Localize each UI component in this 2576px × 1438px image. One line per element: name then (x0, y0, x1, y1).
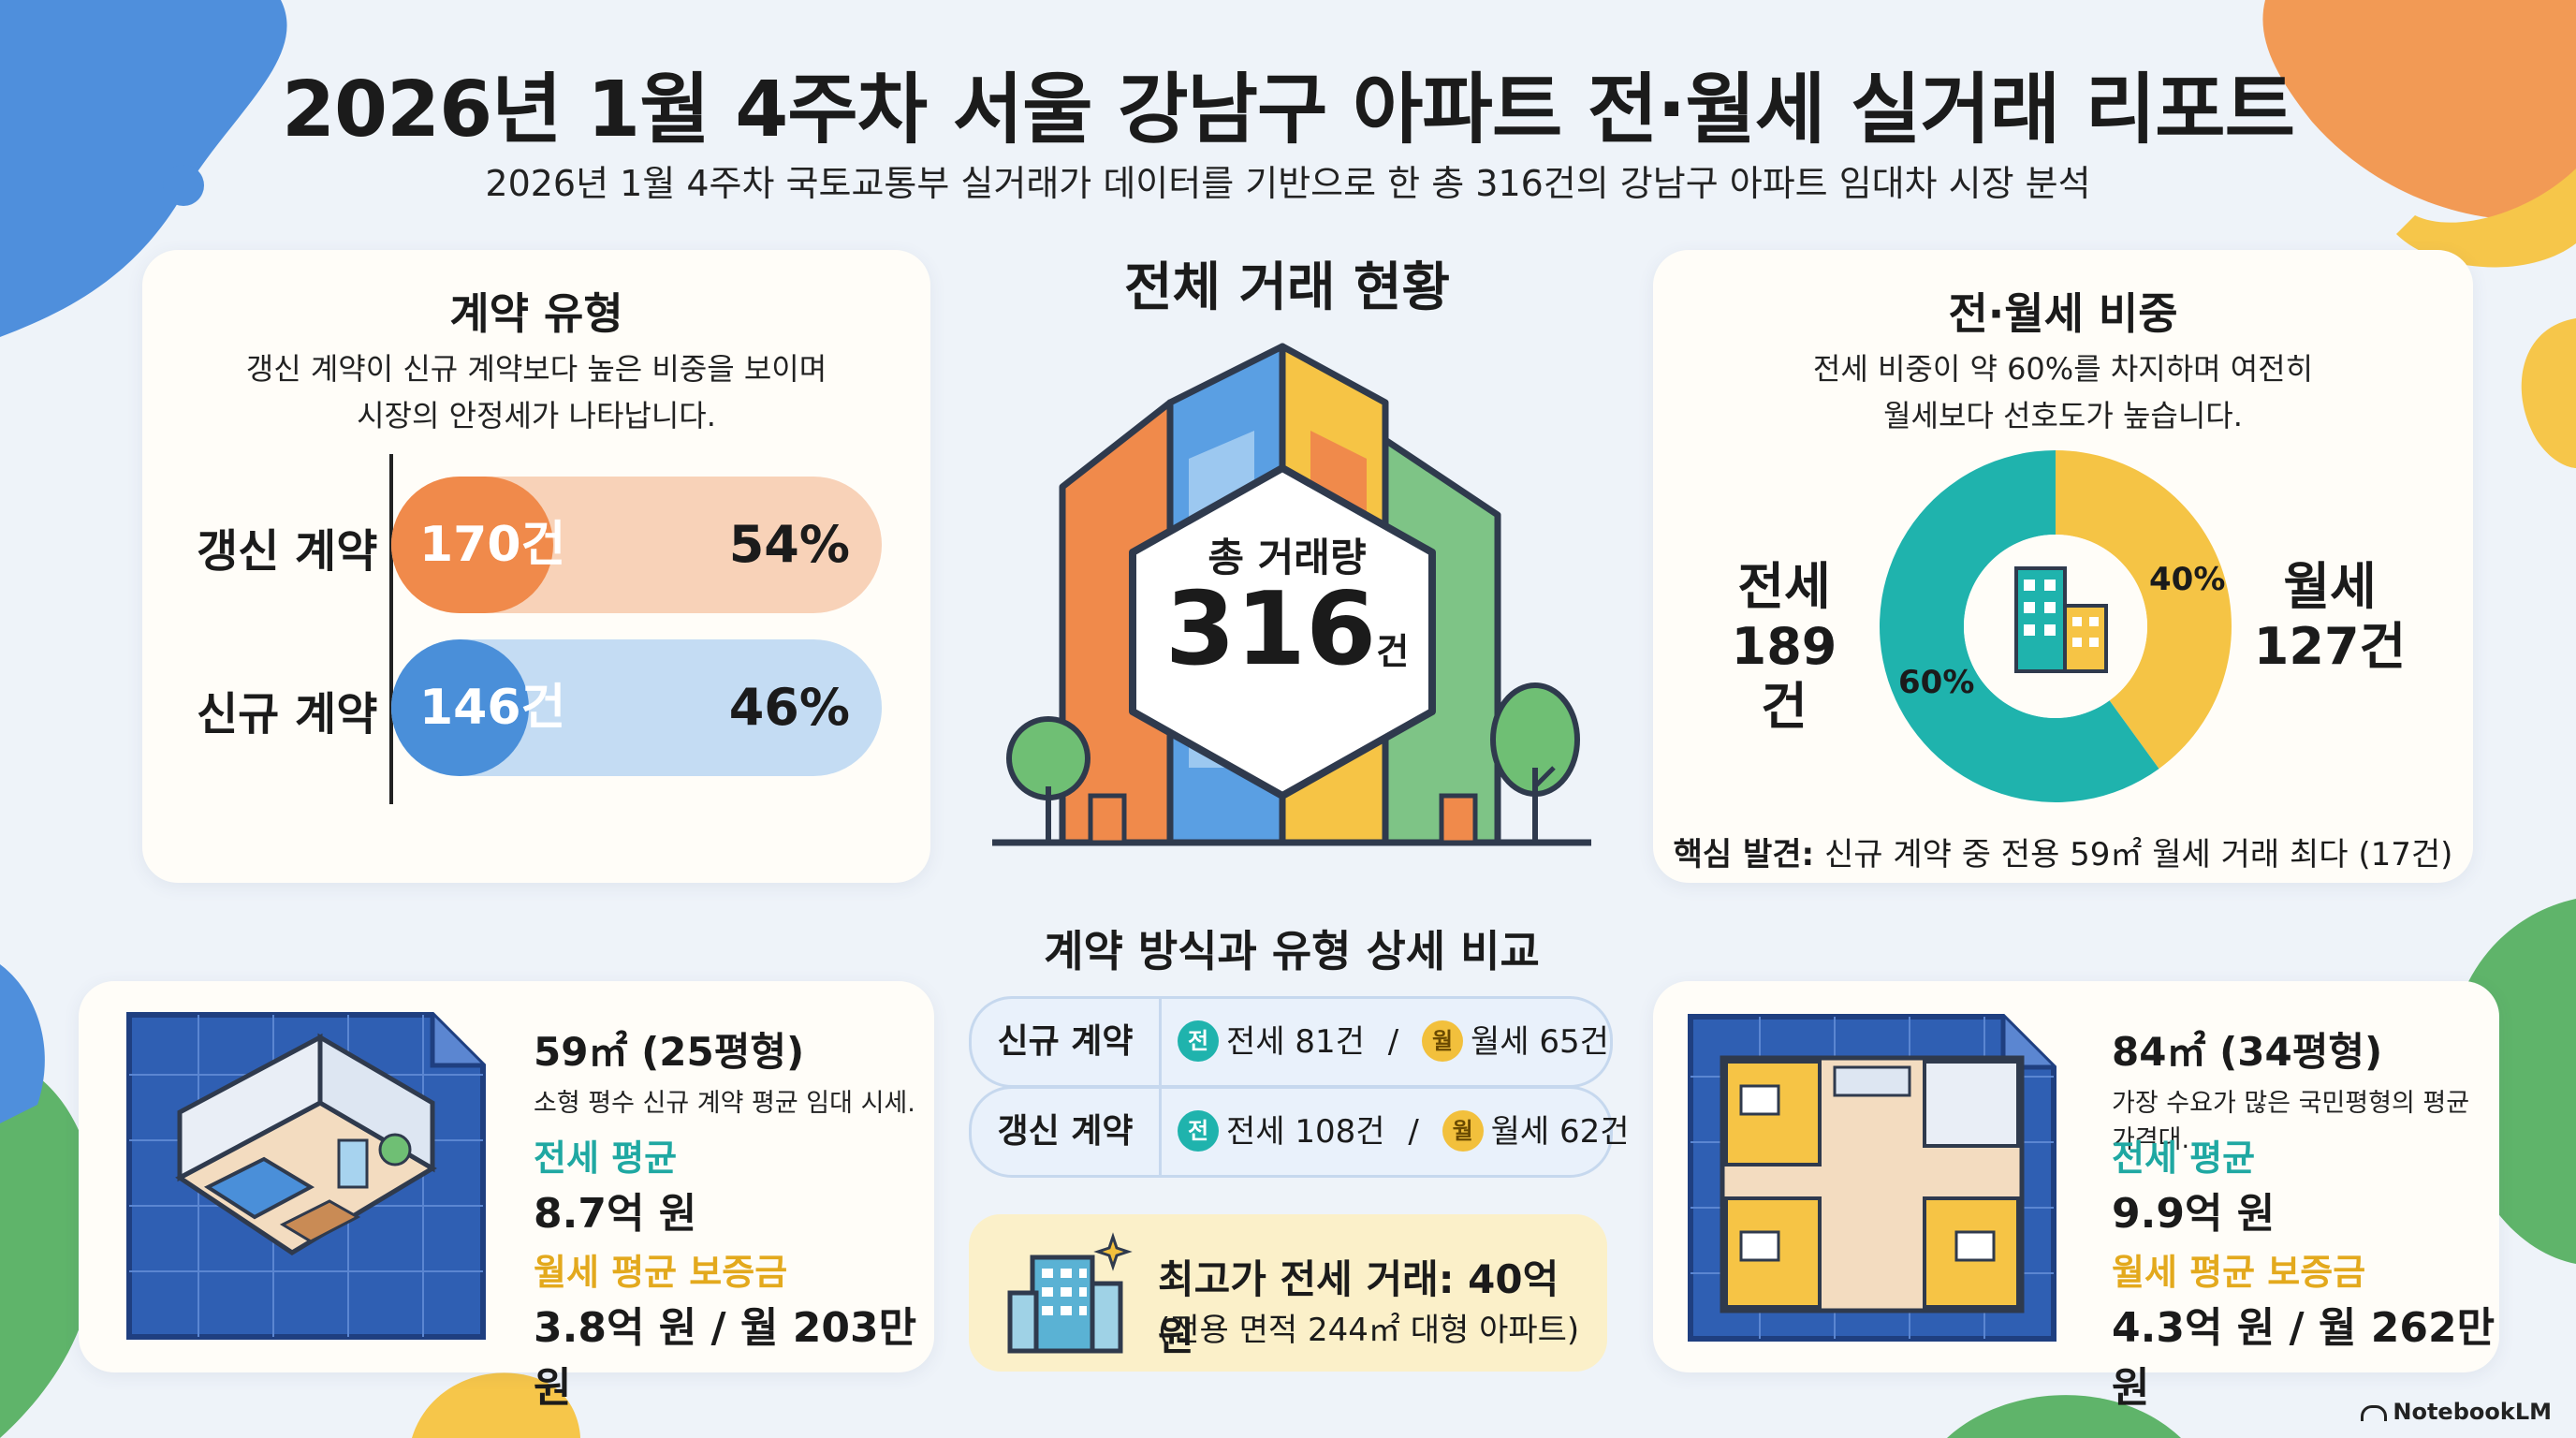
total-volume-label: 총 거래량 (1208, 535, 1367, 580)
key-finding: 핵심 발견: 신규 계약 중 전용 59㎡ 월세 거래 최다 (17건) (1653, 829, 2473, 874)
top-deal-title: 최고가 전세 거래: 40억 원 (1158, 1256, 1559, 1359)
small-unit-wolse-label: 월세 평균 보증금 (534, 1252, 788, 1293)
new-count: 146건 (419, 680, 566, 736)
large-unit-jeonse-label: 전세 평균 (2112, 1137, 2256, 1179)
blob-left-mid (0, 964, 45, 1123)
renewal-count: 170건 (419, 517, 566, 573)
wolse-count: 127건 (2253, 617, 2407, 676)
large-unit-wolse-label: 월세 평균 보증금 (2112, 1252, 2366, 1293)
wolse-badge: 월 (1422, 1020, 1464, 1062)
blob-dot-left (163, 165, 204, 206)
detail-row-new: 신규 계약 전 전세 81건 / 월 월세 65건 (969, 996, 1613, 1088)
renewal-label: 갱신 계약 (197, 525, 378, 578)
brand-text: NotebookLM (2393, 1399, 2552, 1425)
detail-row-renewal: 갱신 계약 전 전세 108건 / 월 월세 62건 (969, 1086, 1630, 1178)
new-label: 신규 계약 (197, 688, 378, 741)
floor-plan-icon (1688, 1014, 2056, 1342)
building-icon (2014, 566, 2108, 673)
detail-row-renewal-values: 전 전세 108건 / 월 월세 62건 (1178, 1089, 1630, 1175)
large-unit-desc: 가장 수요가 많은 국민평형의 평균 가격대. (2112, 1089, 2470, 1154)
room-isometric-icon (126, 1012, 486, 1340)
contract-type-title: 계약 유형 (449, 288, 623, 339)
small-unit-title: 59㎡ (25평형) (534, 1029, 805, 1075)
top-deal-box: 최고가 전세 거래: 40억 원 (전용 면적 244㎡ 대형 아파트) (969, 1214, 1607, 1372)
total-volume-number: 316 (1164, 571, 1377, 688)
building-icon (1007, 1232, 1133, 1354)
key-finding-text: 신규 계약 중 전용 59㎡ 월세 거래 최다 (17건) (1823, 836, 2453, 873)
jeonse-slice (1879, 450, 2159, 802)
blob-bottom-right2 (1947, 1395, 2181, 1438)
tree-icon-right (1490, 682, 1580, 843)
notebooklm-brand: NotebookLM (2361, 1399, 2552, 1425)
contract-type-card: 계약 유형 갱신 계약이 신규 계약보다 높은 비중을 보이며 시장의 안정세가… (142, 250, 930, 883)
renewal-bar-fill (391, 477, 553, 613)
ratio-title: 전·월세 비중 (1948, 288, 2178, 339)
detail-separator: / (1408, 1113, 1419, 1151)
large-unit-title: 84㎡ (34평형) (2112, 1029, 2383, 1075)
large-unit-card: 84㎡ (34평형) 가장 수요가 많은 국민평형의 평균 가격대. 전세 평균… (1653, 981, 2499, 1412)
new-bar-track: 146건 46% (391, 639, 882, 776)
detail-new-jeonse: 전세 81건 (1226, 1023, 1365, 1061)
wolse-pct: 40% (2149, 561, 2226, 598)
small-unit-desc: 소형 평수 신규 계약 평균 임대 시세. (534, 1089, 915, 1118)
blob-right-mid (2521, 318, 2576, 468)
small-unit-card: 59㎡ (25평형) 소형 평수 신규 계약 평균 임대 시세. 전세 평균 8… (79, 981, 934, 1412)
new-bar-fill (391, 639, 529, 776)
large-unit-jeonse-value: 9.9억 원 (2112, 1190, 2276, 1238)
sparkle-icon (1093, 1232, 1133, 1271)
notebooklm-logo-icon (2361, 1404, 2388, 1421)
large-unit-wolse-value: 4.3억 원 / 월 262만 원 (2112, 1304, 2496, 1412)
detail-renewal-jeonse: 전세 108건 (1226, 1113, 1385, 1151)
total-volume-value: 316건 (1123, 571, 1451, 688)
wolse-badge: 월 (1442, 1109, 1484, 1152)
wolse-slice (2056, 450, 2232, 770)
blob-top-left (0, 0, 287, 337)
blob-bottom-mid (412, 1372, 580, 1438)
jeonse-badge: 전 (1178, 1109, 1219, 1152)
small-unit-jeonse-value: 8.7억 원 (534, 1190, 697, 1238)
overview-title: 전체 거래 현황 (1123, 257, 1451, 318)
bar-divider-line (389, 454, 393, 804)
page-subtitle: 2026년 1월 4주차 국토교통부 실거래가 데이터를 기반으로 한 총 31… (485, 163, 2091, 204)
top-deal-sub: (전용 면적 244㎡ 대형 아파트) (1158, 1312, 1580, 1349)
key-finding-label: 핵심 발견: (1673, 836, 1815, 873)
ratio-desc-1: 전세 비중이 약 60%를 차지하며 여전히 (1812, 351, 2314, 387)
blob-top-right (2262, 0, 2576, 221)
tree-icon (1006, 716, 1090, 843)
jeonse-label: 전세 (1737, 557, 1831, 616)
jeonse-badge: 전 (1178, 1020, 1219, 1062)
small-unit-jeonse-label: 전세 평균 (534, 1137, 678, 1179)
small-unit-wolse-value: 3.8억 원 / 월 203만 원 (534, 1304, 917, 1412)
detail-row-new-values: 전 전세 81건 / 월 월세 65건 (1178, 999, 1609, 1085)
wolse-side: 월세 127건 (2250, 557, 2409, 677)
blob-right-yellow (2396, 169, 2576, 268)
blob-bottom-left (0, 1058, 99, 1438)
detail-separator: / (1387, 1023, 1399, 1061)
detail-row-new-label: 신규 계약 (972, 999, 1162, 1085)
page-title: 2026년 1월 4주차 서울 강남구 아파트 전·월세 실거래 리포트 (281, 66, 2295, 154)
detail-renewal-wolse: 월세 62건 (1490, 1113, 1630, 1151)
renewal-bar-track: 170건 54% (391, 477, 882, 613)
ratio-donut-chart (1879, 450, 2232, 802)
contract-type-desc-1: 갱신 계약이 신규 계약보다 높은 비중을 보이며 (245, 351, 827, 387)
jeonse-count: 189건 (1731, 617, 1837, 736)
ratio-card: 전·월세 비중 전세 비중이 약 60%를 차지하며 여전히 월세보다 선호도가… (1653, 250, 2473, 883)
detail-title: 계약 방식과 유형 상세 비교 (1044, 926, 1540, 976)
total-volume-unit: 건 (1376, 631, 1410, 672)
building-icon (992, 343, 1591, 846)
jeonse-pct: 60% (1898, 664, 1975, 701)
detail-new-wolse: 월세 65건 (1471, 1023, 1609, 1061)
jeonse-side: 전세 189건 (1709, 557, 1859, 737)
ratio-desc-2: 월세보다 선호도가 높습니다. (1883, 398, 2243, 433)
contract-type-desc-2: 시장의 안정세가 나타납니다. (357, 398, 716, 433)
new-pct: 46% (728, 678, 850, 737)
wolse-label: 월세 (2283, 557, 2377, 616)
renewal-pct: 54% (728, 515, 850, 574)
detail-row-renewal-label: 갱신 계약 (972, 1089, 1162, 1175)
